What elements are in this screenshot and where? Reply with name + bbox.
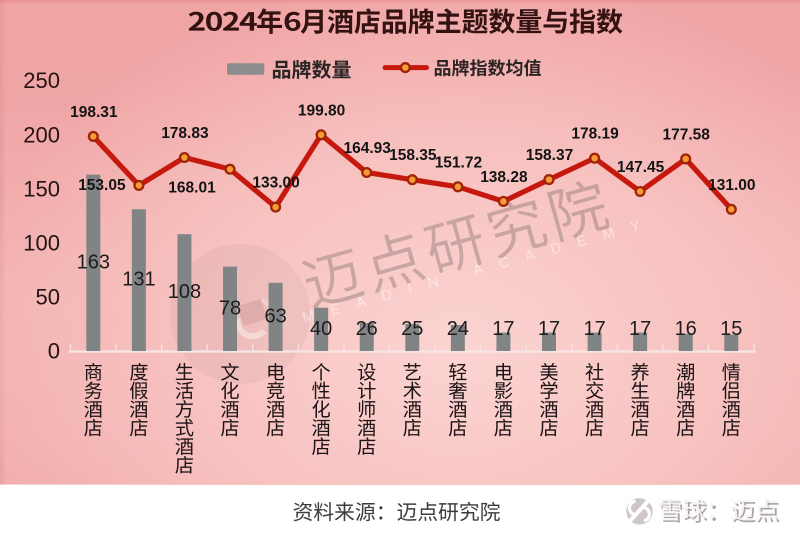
svg-text:108: 108: [168, 281, 201, 303]
svg-text:0: 0: [48, 339, 60, 364]
svg-text:250: 250: [23, 68, 60, 93]
svg-text:168.01: 168.01: [168, 180, 216, 197]
svg-text:50: 50: [36, 285, 60, 310]
svg-text:158.37: 158.37: [526, 147, 573, 164]
svg-text:164.93: 164.93: [343, 140, 391, 157]
svg-text:17: 17: [629, 318, 651, 340]
svg-text:163: 163: [77, 251, 110, 273]
svg-text:25: 25: [401, 318, 423, 340]
svg-text:158.35: 158.35: [389, 147, 437, 164]
svg-text:198.31: 198.31: [70, 104, 118, 121]
svg-text:40: 40: [310, 318, 332, 340]
svg-text:177.58: 177.58: [662, 126, 710, 143]
svg-text:147.45: 147.45: [617, 159, 665, 176]
svg-text:178.83: 178.83: [161, 125, 209, 142]
svg-text:16: 16: [675, 318, 697, 340]
svg-text:17: 17: [583, 318, 605, 340]
svg-text:63: 63: [264, 305, 286, 327]
svg-text:150: 150: [23, 176, 60, 201]
svg-text:133.00: 133.00: [252, 175, 299, 192]
svg-text:17: 17: [538, 318, 560, 340]
svg-text:138.28: 138.28: [480, 169, 528, 186]
svg-text:78: 78: [219, 297, 241, 319]
svg-text:15: 15: [720, 318, 742, 340]
svg-text:151.72: 151.72: [435, 154, 482, 171]
svg-text:200: 200: [23, 122, 60, 147]
svg-text:131: 131: [122, 269, 155, 291]
svg-text:17: 17: [492, 318, 514, 340]
svg-text:199.80: 199.80: [298, 102, 345, 119]
svg-text:131.00: 131.00: [708, 177, 755, 194]
svg-text:153.05: 153.05: [78, 177, 126, 194]
svg-text:24: 24: [447, 318, 469, 340]
svg-text:26: 26: [356, 318, 378, 340]
svg-text:178.19: 178.19: [571, 126, 619, 143]
svg-text:100: 100: [23, 231, 60, 256]
